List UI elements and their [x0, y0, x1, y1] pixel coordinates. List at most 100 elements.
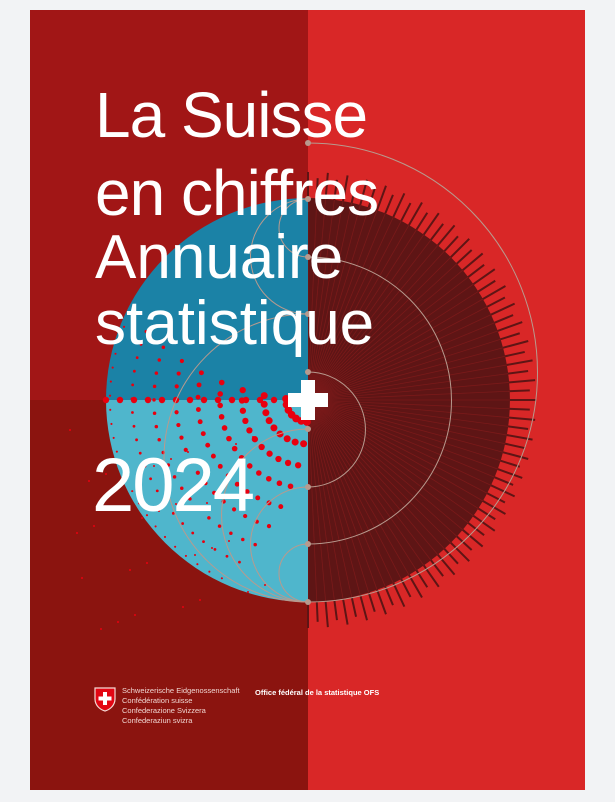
cover-artwork	[30, 10, 538, 790]
red-dot	[217, 524, 222, 528]
red-dot	[176, 422, 181, 428]
red-dot	[186, 396, 194, 404]
red-dot	[265, 417, 273, 425]
connector-node	[305, 599, 311, 605]
red-dot	[112, 436, 115, 439]
ray-inner	[307, 250, 445, 401]
ray-inner	[307, 381, 510, 401]
red-dot	[152, 384, 157, 389]
ray-inner	[307, 399, 458, 537]
ray-inner	[307, 220, 402, 401]
red-dot	[130, 396, 138, 404]
connector-arc	[250, 486, 309, 603]
ray-inner	[307, 338, 501, 401]
red-dot	[171, 511, 175, 515]
connector-node	[305, 140, 311, 146]
ray-inner	[307, 330, 498, 401]
red-dot	[202, 540, 205, 544]
red-dot	[109, 408, 112, 411]
connector-arc	[307, 371, 366, 488]
red-dot-small	[141, 517, 143, 519]
red-dot	[217, 463, 223, 469]
ray-inner	[307, 399, 498, 470]
red-dot	[226, 435, 232, 442]
red-dot	[228, 396, 236, 404]
red-dot-small	[228, 540, 230, 542]
ray-inner	[307, 399, 439, 555]
red-dot	[116, 396, 124, 404]
red-dot	[275, 455, 282, 463]
connector-arc	[278, 198, 309, 258]
ray-inner	[307, 399, 417, 571]
red-dot	[246, 463, 253, 469]
red-dot	[234, 481, 240, 487]
red-dot	[119, 464, 123, 467]
red-dot	[131, 490, 134, 493]
ray-inner	[307, 364, 508, 401]
title-line-2: en chiffres	[95, 157, 379, 229]
red-dot	[158, 396, 166, 404]
red-dot	[203, 481, 208, 486]
subtitle-line-1: Annuaire	[95, 223, 344, 292]
confederation-name-it: Confederazione Svizzera	[122, 706, 206, 715]
ray-inner	[307, 202, 353, 401]
red-dot	[262, 409, 270, 417]
red-dot	[139, 342, 143, 346]
ray-inner	[307, 234, 425, 401]
red-dot	[102, 396, 110, 404]
red-dot	[143, 464, 147, 468]
ray-inner	[307, 373, 509, 401]
red-dot	[256, 470, 262, 476]
red-dot	[239, 407, 247, 414]
red-dot	[114, 352, 117, 355]
red-dot	[125, 477, 128, 480]
red-dot	[225, 473, 231, 479]
red-dot-small	[122, 466, 124, 468]
red-dot	[208, 570, 211, 573]
red-dot	[145, 514, 149, 517]
red-dot	[154, 424, 159, 429]
red-dot	[174, 545, 177, 548]
red-dot	[166, 463, 171, 467]
ray-inner	[307, 347, 504, 401]
red-dot	[110, 422, 113, 425]
year: 2024	[92, 443, 255, 528]
red-dot	[291, 438, 299, 446]
ray-inner	[307, 399, 394, 584]
connector-arc	[250, 198, 309, 315]
red-dot	[239, 386, 246, 394]
ray-inner	[307, 399, 504, 453]
ray-inner	[307, 399, 452, 544]
ray-inner	[307, 283, 474, 401]
ray-inner	[307, 399, 432, 561]
red-dot-small	[199, 599, 201, 601]
ray-inner	[307, 399, 510, 419]
red-dot	[152, 411, 157, 416]
ray-inner	[307, 399, 492, 486]
book-cover: La Suisse en chiffres Annuaire statistiq…	[30, 10, 585, 790]
red-dot	[181, 522, 185, 525]
connector-arc	[278, 543, 309, 603]
red-dot-small	[175, 503, 177, 505]
red-dot	[213, 547, 217, 551]
ray-inner	[307, 291, 479, 401]
red-dot	[276, 480, 283, 487]
red-dot	[149, 477, 153, 481]
red-dot	[258, 443, 265, 451]
red-dot	[260, 392, 268, 400]
ray-inner	[307, 399, 510, 410]
federal-logo: Schweizerische Eidgenossenschaft Confédé…	[94, 686, 240, 726]
ray-inner	[307, 224, 410, 401]
red-dot	[138, 502, 141, 505]
ray-inner	[307, 198, 327, 401]
red-dot	[200, 431, 206, 437]
confederation-name-de: Schweizerische Eidgenossenschaft	[122, 686, 240, 695]
red-dot	[180, 486, 184, 490]
ray-inner	[307, 210, 378, 401]
connector-node	[305, 484, 311, 490]
red-dot-small	[264, 584, 266, 586]
ray-inner	[307, 399, 378, 590]
red-dot	[217, 391, 224, 397]
red-dot-small	[129, 569, 131, 571]
red-dot	[144, 330, 148, 333]
